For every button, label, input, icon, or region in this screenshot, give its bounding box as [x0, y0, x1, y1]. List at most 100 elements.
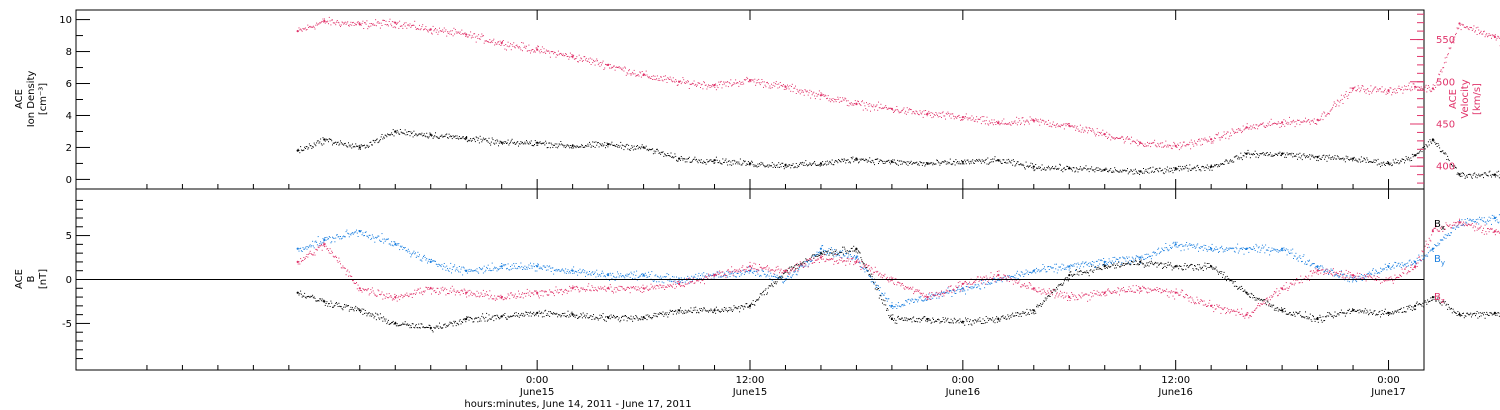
density-sample: [921, 162, 923, 164]
bx-sample: [1359, 309, 1361, 311]
density-sample: [1145, 168, 1147, 170]
density-sample: [1172, 172, 1174, 174]
bx-sample: [789, 266, 791, 268]
bx-sample: [888, 315, 890, 316]
bx-sample: [843, 246, 845, 248]
density-sample: [597, 142, 598, 144]
bx-sample: [1466, 312, 1468, 314]
velocity-sample: [1257, 125, 1259, 127]
bx-sample: [548, 311, 550, 313]
density-sample: [1315, 155, 1317, 157]
bx-sample: [929, 319, 931, 321]
bx-sample: [1435, 300, 1437, 302]
bx-sample: [1127, 261, 1129, 263]
bx-sample: [544, 310, 546, 312]
density-sample: [525, 143, 527, 145]
density-sample: [1158, 171, 1160, 173]
bx-sample: [1039, 304, 1041, 306]
velocity-sample: [383, 19, 385, 21]
bx-sample: [464, 319, 466, 321]
density-sample: [821, 164, 823, 166]
bx-sample: [834, 253, 836, 255]
velocity-sample: [581, 58, 583, 60]
velocity-sample: [720, 80, 722, 82]
bx-sample: [1226, 275, 1228, 277]
velocity-sample: [573, 58, 575, 60]
density-sample: [1162, 172, 1164, 174]
density-sample: [1079, 166, 1081, 168]
velocity-sample: [550, 51, 552, 53]
bx-sample: [1409, 304, 1411, 306]
velocity-sample: [479, 38, 481, 40]
velocity-sample: [588, 58, 590, 60]
velocity-sample: [509, 45, 511, 47]
velocity-sample: [1150, 143, 1152, 144]
density-sample: [925, 164, 927, 166]
bx-sample: [384, 320, 386, 322]
velocity-sample: [689, 83, 691, 85]
velocity-sample: [957, 116, 958, 118]
density-sample: [929, 162, 931, 164]
bx-sample: [1463, 312, 1464, 314]
velocity-sample: [714, 86, 716, 88]
density-sample: [506, 142, 508, 144]
density-sample: [1331, 157, 1333, 159]
density-sample: [904, 161, 906, 163]
bx-sample: [1194, 265, 1196, 267]
velocity-sample: [1157, 142, 1159, 144]
velocity-sample: [1439, 74, 1441, 76]
bx-sample: [701, 310, 703, 312]
velocity-sample: [375, 25, 377, 27]
density-sample: [1467, 174, 1469, 175]
bx-sample: [1367, 311, 1369, 313]
density-sample: [854, 159, 855, 161]
bx-sample: [1137, 263, 1139, 264]
bx-sample: [1190, 264, 1192, 266]
bx-sample: [366, 315, 368, 317]
density-sample: [719, 160, 721, 162]
velocity-sample: [870, 110, 871, 112]
bx-sample: [335, 302, 337, 304]
velocity-sample: [877, 109, 879, 111]
velocity-sample: [626, 72, 628, 74]
bx-sample: [585, 315, 587, 317]
bx-sample: [778, 276, 780, 278]
bx-sample: [1113, 263, 1115, 265]
bx-sample: [969, 321, 970, 323]
density-sample: [1360, 161, 1362, 163]
bx-sample: [466, 316, 468, 318]
velocity-sample: [1475, 27, 1477, 29]
density-sample: [1451, 165, 1453, 167]
density-sample: [1065, 169, 1067, 170]
density-sample: [899, 160, 901, 162]
density-sample: [498, 142, 500, 144]
bx-sample: [884, 300, 886, 302]
bx-sample: [415, 325, 416, 327]
bx-sample: [1084, 271, 1086, 273]
bx-sample: [1265, 304, 1267, 306]
bx-sample: [1159, 263, 1161, 264]
velocity-sample: [917, 112, 919, 114]
velocity-sample: [1035, 118, 1037, 120]
density-sample: [471, 139, 473, 141]
bx-point: [1458, 313, 1461, 316]
velocity-sample: [929, 112, 931, 114]
velocity-sample: [327, 20, 329, 22]
velocity-sample: [1222, 136, 1223, 138]
velocity-sample: [1145, 145, 1147, 147]
bx-sample: [577, 317, 579, 319]
bx-sample: [320, 300, 322, 302]
bx-sample: [851, 247, 853, 249]
density-sample: [1191, 167, 1193, 169]
velocity-sample: [992, 124, 994, 126]
density-sample: [1305, 156, 1307, 158]
velocity-sample: [643, 73, 645, 75]
velocity-sample: [598, 62, 600, 64]
bx-sample: [414, 327, 416, 329]
velocity-point: [784, 85, 787, 88]
bx-sample: [769, 285, 771, 287]
velocity-sample: [1000, 123, 1002, 125]
density-sample: [624, 145, 626, 147]
bx-sample: [1412, 306, 1414, 308]
density-sample: [360, 144, 362, 146]
